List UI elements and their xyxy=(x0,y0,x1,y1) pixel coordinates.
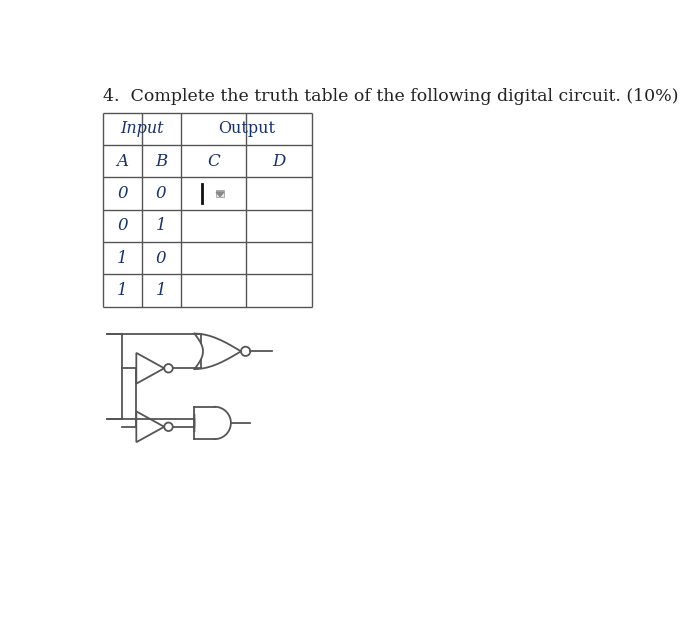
Text: 0: 0 xyxy=(156,250,167,267)
Text: 1: 1 xyxy=(156,217,167,234)
Text: D: D xyxy=(272,153,286,169)
Text: 1: 1 xyxy=(156,282,167,299)
Text: 1: 1 xyxy=(117,282,127,299)
Text: Output: Output xyxy=(218,120,275,138)
Text: 0: 0 xyxy=(117,185,127,202)
Text: 4.  Complete the truth table of the following digital circuit. (10%): 4. Complete the truth table of the follo… xyxy=(103,88,678,105)
Bar xyxy=(216,190,224,197)
Text: 0: 0 xyxy=(117,217,127,234)
Text: A: A xyxy=(116,153,128,169)
Text: B: B xyxy=(155,153,167,169)
Polygon shape xyxy=(216,192,224,197)
Text: Input: Input xyxy=(120,120,164,138)
Text: 1: 1 xyxy=(117,250,127,267)
Text: 0: 0 xyxy=(156,185,167,202)
Text: C: C xyxy=(207,153,220,169)
